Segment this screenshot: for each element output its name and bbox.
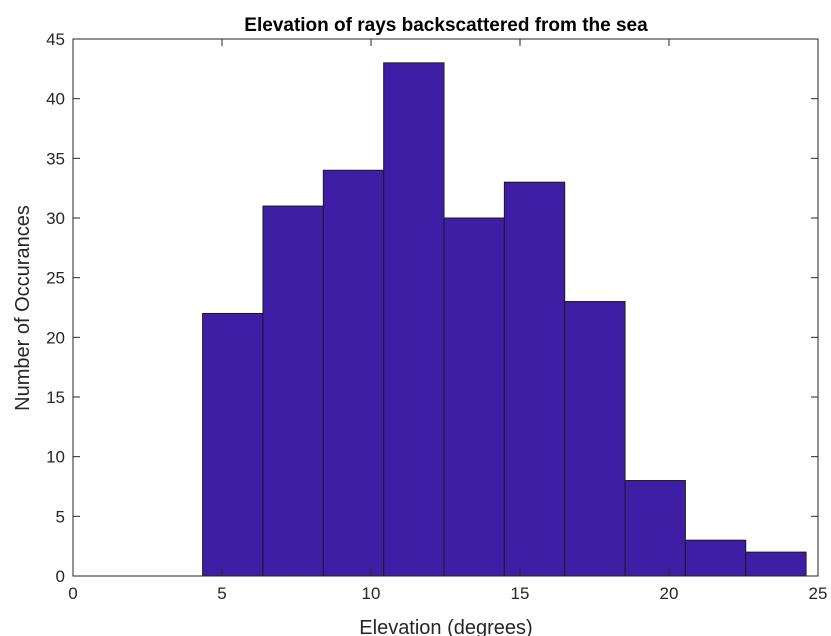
- y-tick-label: 25: [46, 269, 65, 288]
- histogram-bar-6: [503, 181, 566, 577]
- histogram-bar-10: [745, 551, 807, 577]
- y-tick-label: 30: [46, 209, 65, 228]
- y-tick-label: 45: [46, 30, 65, 49]
- histogram-bar-1: [202, 312, 264, 577]
- y-tick-label: 15: [46, 388, 65, 407]
- histogram-bar-3: [322, 169, 385, 577]
- histogram-bar-7: [564, 301, 626, 577]
- y-tick-label: 20: [46, 328, 65, 347]
- y-tick-label: 0: [56, 567, 65, 586]
- y-tick-label: 10: [46, 448, 65, 467]
- histogram-bar-8: [624, 480, 686, 577]
- y-tick-label: 40: [46, 90, 65, 109]
- x-tick-label: 20: [660, 584, 679, 603]
- x-tick-label: 0: [68, 584, 77, 603]
- histogram-bar-9: [684, 539, 747, 577]
- x-axis-label: Elevation (degrees): [359, 617, 532, 636]
- x-tick-label: 10: [362, 584, 381, 603]
- x-tick-label: 5: [217, 584, 226, 603]
- histogram-bar-4: [383, 62, 445, 577]
- y-axis-label: Number of Occurances: [12, 205, 34, 411]
- axes-group: [72, 38, 819, 577]
- y-tick-label: 35: [46, 149, 65, 168]
- ticks-group: 0 5 10 15 20 25 0 5 10 15 20 25 30 35 40 45: [46, 30, 827, 603]
- y-tick-label: 5: [56, 507, 65, 526]
- chart-title: Elevation of rays backscattered from the…: [244, 15, 648, 36]
- plot-frame: [72, 38, 819, 577]
- x-tick-label: 25: [809, 584, 828, 603]
- histogram-bar-2: [262, 205, 324, 577]
- x-tick-label: 15: [511, 584, 530, 603]
- histogram-bar-5: [443, 217, 505, 577]
- bars-group: [202, 62, 807, 577]
